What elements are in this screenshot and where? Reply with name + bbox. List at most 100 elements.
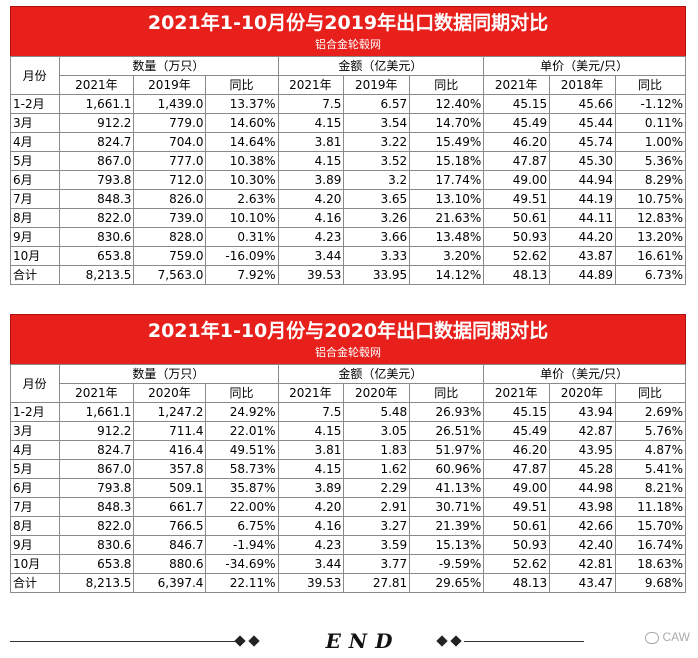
table-cell: 43.47 [549, 573, 616, 593]
row-label: 5月 [9, 151, 61, 171]
table-cell: 43.95 [549, 440, 616, 460]
column-header: 2021年 [277, 383, 345, 403]
table-cell: 8.29% [614, 170, 687, 190]
table-cell: 793.8 [59, 170, 135, 190]
table-cell: 49.51 [483, 189, 551, 209]
table-cell: 43.98 [549, 497, 616, 517]
row-label: 10月 [9, 554, 61, 574]
table-cell: 48.13 [483, 573, 551, 593]
table-cell: 42.87 [549, 421, 616, 441]
table-cell: 22.01% [205, 421, 279, 441]
table-cell: 4.15 [277, 421, 345, 441]
table-cell: 5.76% [614, 421, 687, 441]
table-cell: 711.4 [133, 421, 207, 441]
table-cell: 50.61 [483, 516, 551, 536]
table-cell: 45.30 [549, 151, 616, 171]
table-title: 2021年1-10月份与2020年出口数据同期对比 [147, 320, 549, 342]
row-label: 6月 [9, 478, 61, 498]
table-cell: 14.60% [205, 113, 279, 133]
month-header: 月份 [9, 364, 61, 403]
end-label: END [325, 629, 401, 653]
table-cell: 1.83 [343, 440, 411, 460]
table-cell: 30.71% [409, 497, 485, 517]
table-cell: 3.54 [343, 113, 411, 133]
table-cell: 22.00% [205, 497, 279, 517]
table-cell: 3.89 [277, 170, 345, 190]
row-label: 6月 [9, 170, 61, 190]
table-cell: 45.66 [549, 94, 616, 114]
table-row: 6月 793.8 712.0 10.30% 3.89 3.2 17.74% 49.00 44.9… [9, 170, 687, 190]
table-cell: 3.89 [277, 478, 345, 498]
table-cell: 880.6 [133, 554, 207, 574]
table-cell: 4.20 [277, 189, 345, 209]
table-cell: 49.00 [483, 170, 551, 190]
table-cell: 712.0 [133, 170, 207, 190]
table-cell: 13.20% [614, 227, 687, 247]
column-header: 同比 [614, 75, 687, 95]
table-cell: 8.21% [614, 478, 687, 498]
diamond-icon [234, 635, 246, 647]
table-cell: 33.95 [343, 265, 411, 285]
table-cell: 48.13 [483, 265, 551, 285]
table-banner: 2021年1-10月份与2020年出口数据同期对比 铝合金轮毂网 [10, 314, 686, 364]
table-row: 10月 653.8 880.6 -34.69% 3.44 3.77 -9.59% 52.62 4… [9, 554, 687, 574]
table-cell: 42.66 [549, 516, 616, 536]
table-row: 1-2月 1,661.1 1,247.2 24.92% 7.5 5.48 26.93% 45.… [9, 402, 687, 422]
table-row: 3月 912.2 711.4 22.01% 4.15 3.05 26.51% 45.49 42.… [9, 421, 687, 441]
table-row: 5月 867.0 777.0 10.38% 4.15 3.52 15.18% 47.87 45.… [9, 151, 687, 171]
row-label: 合计 [9, 573, 61, 593]
column-header: 2021年 [483, 383, 551, 403]
table-cell: 3.27 [343, 516, 411, 536]
column-header: 2020年 [549, 383, 616, 403]
table-cell: 45.28 [549, 459, 616, 479]
table-cell: 0.31% [205, 227, 279, 247]
table-cell: 777.0 [133, 151, 207, 171]
table-cell: 867.0 [59, 151, 135, 171]
table-cell: 52.62 [483, 246, 551, 266]
table-cell: 912.2 [59, 421, 135, 441]
table-cell: 6.73% [614, 265, 687, 285]
table-cell: 7.92% [205, 265, 279, 285]
table-cell: 44.11 [549, 208, 616, 228]
table-cell: 44.89 [549, 265, 616, 285]
table-cell: 0.11% [614, 113, 687, 133]
table-cell: 44.94 [549, 170, 616, 190]
table-cell: 44.20 [549, 227, 616, 247]
table-cell: 45.15 [483, 94, 551, 114]
table-cell: 653.8 [59, 554, 135, 574]
column-header: 2020年 [343, 383, 411, 403]
table-cell: 1,661.1 [59, 402, 135, 422]
table-cell: 47.87 [483, 151, 551, 171]
table-cell: 15.18% [409, 151, 485, 171]
table-cell: 912.2 [59, 113, 135, 133]
table-cell: 44.98 [549, 478, 616, 498]
comparison-table-2019: 2021年1-10月份与2019年出口数据同期对比 铝合金轮毂网 月份 数量（万只… [9, 6, 687, 285]
row-label: 4月 [9, 440, 61, 460]
table-row: 5月 867.0 357.8 58.73% 4.15 1.62 60.96% 47.87 45.… [9, 459, 687, 479]
row-label: 3月 [9, 421, 61, 441]
table-cell: 14.12% [409, 265, 485, 285]
column-header: 2021年 [277, 75, 345, 95]
divider-line-right [464, 641, 584, 642]
table-cell: 828.0 [133, 227, 207, 247]
row-label: 4月 [9, 132, 61, 152]
column-header: 同比 [409, 383, 485, 403]
table-cell: 11.18% [614, 497, 687, 517]
table-row: 4月 824.7 704.0 14.64% 3.81 3.22 15.49% 46.20 45.… [9, 132, 687, 152]
table-cell: 26.51% [409, 421, 485, 441]
table-cell: 1,439.0 [133, 94, 207, 114]
sub-header-row: 2021年 2019年 同比 2021年 2019年 同比 2021年 2018年 同比 [11, 75, 687, 95]
table-cell: 4.16 [277, 208, 345, 228]
table-cell: 4.23 [277, 535, 345, 555]
table-subtitle: 铝合金轮毂网 [315, 38, 381, 51]
table-cell: 35.87% [205, 478, 279, 498]
table-cell: 3.22 [343, 132, 411, 152]
table-row: 8月 822.0 766.5 6.75% 4.16 3.27 21.39% 50.61 42.6… [9, 516, 687, 536]
table-cell: 704.0 [133, 132, 207, 152]
table-cell: 27.81 [343, 573, 411, 593]
table-cell: 4.20 [277, 497, 345, 517]
table-cell: 1,661.1 [59, 94, 135, 114]
table-row: 4月 824.7 416.4 49.51% 3.81 1.83 51.97% 46.20 43.… [9, 440, 687, 460]
table-cell: 357.8 [133, 459, 207, 479]
group-header: 数量（万只） [59, 364, 279, 384]
